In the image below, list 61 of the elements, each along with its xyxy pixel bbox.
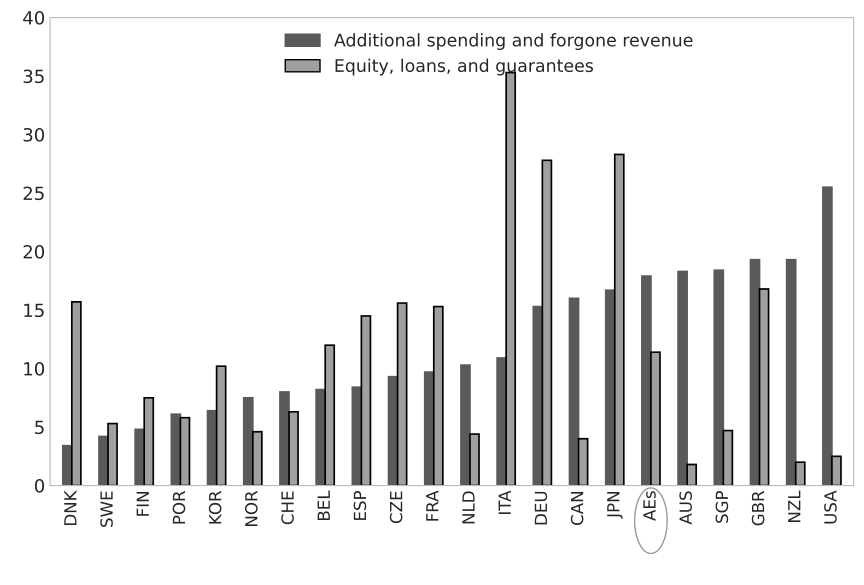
bar [713, 269, 724, 486]
x-tick-label: NZL [788, 490, 800, 522]
bar [794, 461, 806, 486]
x-tick-label: CZE [390, 491, 402, 524]
x-tick-label: DNK [64, 490, 76, 526]
bar [143, 396, 154, 486]
bar [180, 416, 190, 486]
x-tick-label: NLD [462, 491, 475, 524]
y-tick-label: 15 [24, 304, 44, 318]
legend-label: Equity, loans, and guarantees [336, 58, 593, 76]
bar [822, 186, 833, 486]
x-tick-label: AEs [643, 491, 656, 521]
x-tick-label: SGP [716, 490, 728, 523]
bar [786, 258, 797, 486]
bar [686, 464, 698, 486]
legend-label: Additional spending and forgone revenue [334, 33, 692, 50]
bar [216, 365, 226, 486]
x-tick-label: KOR [208, 490, 222, 524]
x-tick-label: FIN [136, 492, 149, 516]
bar [831, 455, 842, 486]
bar [360, 315, 372, 486]
y-tick-label: 10 [24, 362, 44, 376]
bar [252, 430, 263, 486]
x-tick-label: ESP [354, 490, 366, 520]
bar [614, 154, 625, 486]
x-tick-label: POR [172, 490, 186, 524]
bar [641, 275, 652, 486]
y-tick-label: 20 [24, 245, 44, 259]
x-tick-label: CAN [570, 492, 584, 525]
x-tick-label: BEL [318, 490, 330, 520]
bar [722, 430, 734, 486]
y-tick-label: 40 [23, 11, 44, 25]
bar [542, 159, 552, 486]
bar [107, 422, 118, 486]
bar [469, 433, 480, 486]
x-tick-label: USA [824, 490, 837, 524]
x-tick-label: NOR [245, 490, 258, 526]
bar [568, 298, 580, 486]
x-tick-label: AUS [679, 491, 692, 524]
x-tick-label: DEU [534, 492, 548, 524]
bar [758, 288, 770, 486]
bar [677, 270, 688, 486]
bar [70, 301, 82, 486]
bar [578, 438, 588, 486]
y-tick-label: 5 [35, 420, 44, 434]
y-tick-label: 0 [34, 479, 44, 493]
bar [288, 411, 299, 486]
bar [396, 302, 408, 486]
x-tick-label: JPN [607, 492, 623, 519]
x-tick-label: SWE [100, 491, 113, 527]
x-tick-label: GBR [752, 490, 764, 526]
x-tick-label: CHE [281, 491, 294, 524]
y-tick-label: 35 [24, 70, 44, 84]
x-tick-label: ITA [498, 490, 511, 514]
y-tick-label: 25 [24, 186, 44, 200]
bar [650, 351, 661, 486]
x-tick-label: FRA [426, 490, 438, 521]
bar [324, 344, 336, 486]
bar [460, 364, 471, 486]
bar [432, 306, 444, 486]
y-tick-label: 30 [24, 128, 44, 142]
